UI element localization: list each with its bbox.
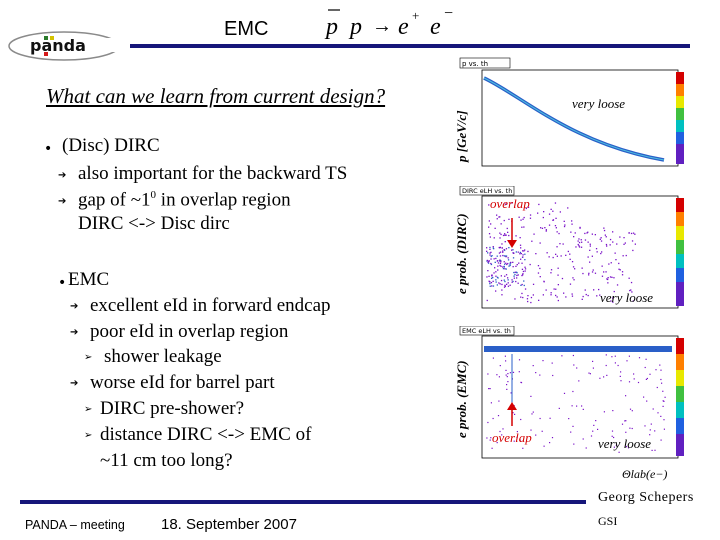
emc-subitem: ~11 cm too long? <box>100 450 233 471</box>
arrow-up-icon <box>507 402 517 410</box>
scatter-points <box>486 202 636 304</box>
plot-title: DIRC eLH vs. th <box>462 187 512 195</box>
plot-emc: EMC eLH vs. th overlap very loose Θlab(e… <box>452 325 688 486</box>
formula-arrow: → <box>372 15 392 37</box>
footer-meeting: PANDA – meeting <box>25 518 125 532</box>
chevron-bullet-icon: ➢ <box>84 430 93 441</box>
panda-logo: panda <box>8 31 122 61</box>
formula-pbar: p <box>324 14 338 40</box>
plot-title: EMC eLH vs. th <box>462 327 511 335</box>
color-scale <box>676 72 684 164</box>
arrow-bullet-icon: ➔ <box>58 170 67 181</box>
slide-heading: What can we learn from current design? <box>46 84 386 108</box>
formula-e-minus: e <box>430 14 441 40</box>
dirc-bullet: (Disc) DIRC <box>62 135 160 156</box>
plot-note: very loose <box>600 290 653 305</box>
plot-momentum: p vs. th very loose p [GeV/c] <box>452 56 688 182</box>
dirc-item-gap: gap of ~10 in overlap region <box>78 189 291 211</box>
arrow-bullet-icon: ➔ <box>70 378 79 389</box>
emc-subitem: distance DIRC <-> EMC of <box>100 424 312 445</box>
svg-text:panda: panda <box>30 36 86 55</box>
emc-item: worse eId for barrel part <box>90 372 275 393</box>
plot-ylabel: p [GeV/c] <box>454 110 469 162</box>
slide-title: EMC <box>224 18 269 40</box>
footer-rule <box>20 500 586 504</box>
overlap-annotation: overlap <box>490 196 530 211</box>
plot-ylabel: e prob. (EMC) <box>454 360 469 438</box>
arrow-bullet-icon: ➔ <box>70 301 79 312</box>
footer-date: 18. September 2007 <box>161 516 297 533</box>
color-scale <box>676 198 684 306</box>
emc-item: poor eId in overlap region <box>90 321 289 342</box>
emc-subitem: DIRC pre-shower? <box>100 398 245 419</box>
plot-title: p vs. th <box>462 60 488 68</box>
chevron-bullet-icon: ➢ <box>84 352 93 363</box>
footer-institute: GSI <box>598 514 618 528</box>
overlap-annotation: overlap <box>492 430 532 445</box>
plot-note: very loose <box>572 96 625 111</box>
plot-ylabel: e prob. (DIRC) <box>454 213 469 294</box>
bullet-dot-icon: • <box>58 275 67 291</box>
reaction-formula: p p → e + e − <box>324 5 453 40</box>
emc-item: excellent eId in forward endcap <box>90 295 331 316</box>
arrow-bullet-icon: ➔ <box>58 196 67 207</box>
formula-minus-sign: − <box>444 5 453 22</box>
formula-p: p <box>348 14 362 40</box>
header-rule <box>130 44 690 48</box>
formula-e-plus: e <box>398 14 409 40</box>
dirc-item: DIRC <-> Disc dirc <box>78 213 230 234</box>
plot-note: very loose <box>598 436 651 451</box>
arrow-bullet-icon: ➔ <box>70 327 79 338</box>
chevron-bullet-icon: ➢ <box>84 404 93 415</box>
scatter-points <box>486 354 666 453</box>
plot-xlabel: Θlab(e−) <box>622 467 667 481</box>
color-scale <box>676 338 684 456</box>
bullet-dot-icon: • <box>44 141 53 157</box>
emc-bullet: EMC <box>68 269 110 290</box>
dirc-item: also important for the backward TS <box>78 163 348 184</box>
plot-dirc: DIRC eLH vs. th overlap very loose e pro… <box>452 185 688 316</box>
arrow-down-icon <box>507 240 517 248</box>
footer-author: Georg Schepers <box>598 490 694 505</box>
emc-subitem: shower leakage <box>104 346 222 367</box>
formula-plus-sign: + <box>412 8 419 23</box>
